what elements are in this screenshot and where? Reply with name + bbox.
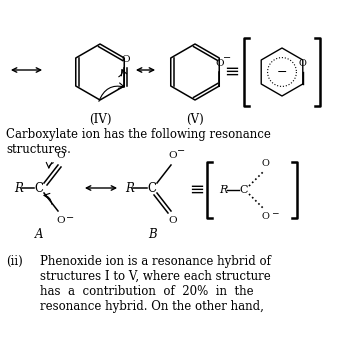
Text: (ii): (ii): [6, 255, 23, 268]
Text: has  a  contribution  of  20%  in  the: has a contribution of 20% in the: [40, 285, 253, 298]
Text: (V): (V): [186, 113, 204, 126]
Text: Phenoxide ion is a resonance hybrid of: Phenoxide ion is a resonance hybrid of: [40, 255, 271, 268]
Text: C: C: [147, 181, 157, 194]
Text: structures.: structures.: [6, 143, 71, 156]
Text: R: R: [125, 181, 134, 194]
Text: ≡: ≡: [224, 63, 240, 81]
Text: O: O: [57, 151, 65, 160]
Text: −: −: [223, 54, 231, 62]
Text: (IV): (IV): [89, 113, 111, 126]
Text: B: B: [148, 228, 156, 241]
Text: R: R: [14, 181, 23, 194]
Text: O: O: [169, 216, 177, 225]
Text: O: O: [261, 159, 269, 168]
Text: Carboxylate ion has the following resonance: Carboxylate ion has the following resona…: [6, 128, 271, 141]
Text: C: C: [240, 185, 248, 195]
Text: O: O: [121, 55, 130, 64]
Text: structures I to V, where each structure: structures I to V, where each structure: [40, 270, 271, 283]
Text: O: O: [169, 151, 177, 160]
Text: O: O: [261, 212, 269, 221]
Text: O: O: [299, 59, 307, 68]
Text: R: R: [219, 185, 227, 195]
Text: −: −: [271, 208, 279, 217]
Text: −: −: [177, 147, 185, 156]
Text: ≡: ≡: [189, 181, 205, 199]
Text: C: C: [35, 181, 43, 194]
Text: A: A: [35, 228, 43, 241]
Text: O: O: [57, 216, 65, 225]
Text: −: −: [277, 66, 287, 79]
Text: O: O: [215, 59, 224, 68]
Text: −: −: [66, 214, 74, 223]
Text: resonance hybrid. On the other hand,: resonance hybrid. On the other hand,: [40, 300, 264, 313]
